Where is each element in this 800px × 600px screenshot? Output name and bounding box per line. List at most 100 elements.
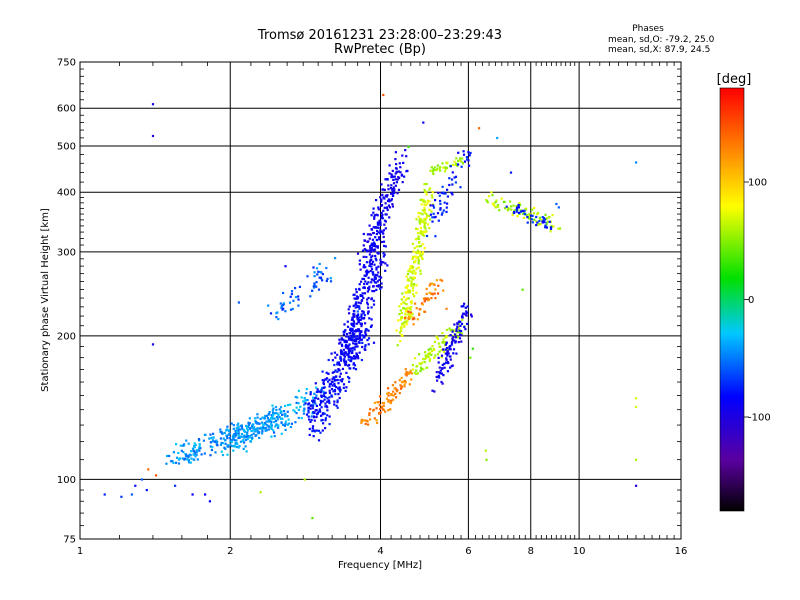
o-trace-point <box>345 340 348 343</box>
o-trace-point <box>327 358 330 362</box>
colorbar-tick-label: -100 <box>748 413 771 424</box>
x-trace-point <box>425 190 428 193</box>
o-trace-point <box>275 408 278 412</box>
o-trace-point <box>177 462 181 465</box>
o-trace-point <box>442 374 445 377</box>
o-trace-point <box>387 188 390 191</box>
x-trace-point <box>435 168 438 172</box>
x-trace-point <box>436 167 439 170</box>
x-trace-point <box>424 200 427 203</box>
o-trace-point <box>308 402 311 405</box>
o-trace-point <box>451 337 454 340</box>
o-trace-point <box>382 235 385 239</box>
x-trace-point <box>408 313 411 317</box>
o-trace-point <box>362 336 365 339</box>
o-trace-point <box>392 182 396 185</box>
o-trace-point <box>338 390 342 393</box>
x-trace-point <box>421 221 424 224</box>
o-trace-point <box>355 291 358 294</box>
o-trace-point <box>350 334 353 338</box>
o-trace-point <box>397 170 400 173</box>
o-trace-point <box>263 421 266 425</box>
x-trace-point <box>446 328 449 331</box>
o-trace-point <box>526 221 529 224</box>
o-trace-point <box>210 436 213 440</box>
o-trace-point <box>273 431 276 434</box>
o-trace-point <box>345 343 348 346</box>
x-trace-point <box>417 258 420 261</box>
o-trace-point <box>246 429 249 432</box>
x-trace-point <box>536 223 539 226</box>
o-trace-point <box>310 418 313 422</box>
o-trace-point <box>368 261 371 264</box>
o-trace-point <box>270 414 273 417</box>
o-trace-point <box>347 358 350 361</box>
o-trace-point <box>264 416 267 419</box>
o-trace-point <box>455 352 458 355</box>
o-trace-point <box>312 404 315 407</box>
x-tick-label: 6 <box>465 546 471 557</box>
x-trace-point <box>379 395 382 398</box>
x-trace-point <box>413 283 416 286</box>
o-trace-point <box>364 344 367 347</box>
o-trace-point <box>356 252 360 255</box>
o-trace-point <box>196 458 199 461</box>
x-tick-label: 4 <box>377 546 383 557</box>
o-trace-point <box>212 436 215 439</box>
o-trace-point <box>210 448 213 452</box>
o-trace-point <box>334 379 337 382</box>
x-trace-point <box>410 284 413 287</box>
o-trace-point <box>404 149 407 152</box>
o-trace-point <box>264 423 267 426</box>
x-trace-point <box>557 227 560 230</box>
o-trace-point <box>369 259 372 262</box>
o-trace-point <box>383 188 386 191</box>
o-trace-point <box>374 257 377 260</box>
x-trace-point <box>379 411 382 414</box>
o-trace-point <box>250 429 253 433</box>
echo-point <box>134 484 137 487</box>
o-trace-point <box>277 426 280 429</box>
o-trace-point <box>444 343 448 346</box>
o-trace-point <box>441 185 444 188</box>
x-trace-point <box>402 307 405 310</box>
o-trace-point <box>450 340 454 343</box>
o-trace-point <box>341 350 344 353</box>
o-trace-point <box>466 158 469 161</box>
x-trace-point <box>416 228 419 231</box>
o-trace-point <box>339 372 342 375</box>
o-trace-point <box>330 382 333 385</box>
o-trace-point <box>379 229 382 232</box>
o-trace-point <box>309 391 312 394</box>
o-trace-point <box>272 429 275 432</box>
o-trace-point <box>309 404 312 407</box>
o-trace-point <box>352 367 355 370</box>
x-trace-point <box>428 358 432 361</box>
o-trace-point <box>303 403 306 406</box>
x-trace-point <box>433 348 436 352</box>
x-trace-point <box>431 196 434 199</box>
o-trace-point <box>431 216 434 219</box>
x-trace-point <box>440 348 443 352</box>
x-trace-point <box>391 384 394 387</box>
o-trace-point <box>361 292 364 295</box>
o-trace-point <box>371 260 375 263</box>
o-trace-point <box>325 279 328 283</box>
o-trace-point <box>353 313 356 316</box>
o-trace-point <box>303 397 306 400</box>
o-trace-point <box>266 416 270 420</box>
o-trace-point <box>369 325 373 328</box>
o-trace-point <box>344 389 347 392</box>
o-trace-point <box>373 278 376 281</box>
o-trace-point <box>317 270 320 273</box>
x-trace-point <box>430 353 433 356</box>
o-trace-point <box>354 329 358 332</box>
x-trace-point <box>433 356 436 359</box>
o-trace-point <box>299 405 302 408</box>
o-trace-point <box>312 266 315 269</box>
o-trace-point <box>437 361 440 364</box>
x-trace-point <box>396 389 399 392</box>
o-trace-point <box>230 422 233 425</box>
o-trace-point <box>185 454 188 457</box>
x-trace-point <box>426 202 429 205</box>
